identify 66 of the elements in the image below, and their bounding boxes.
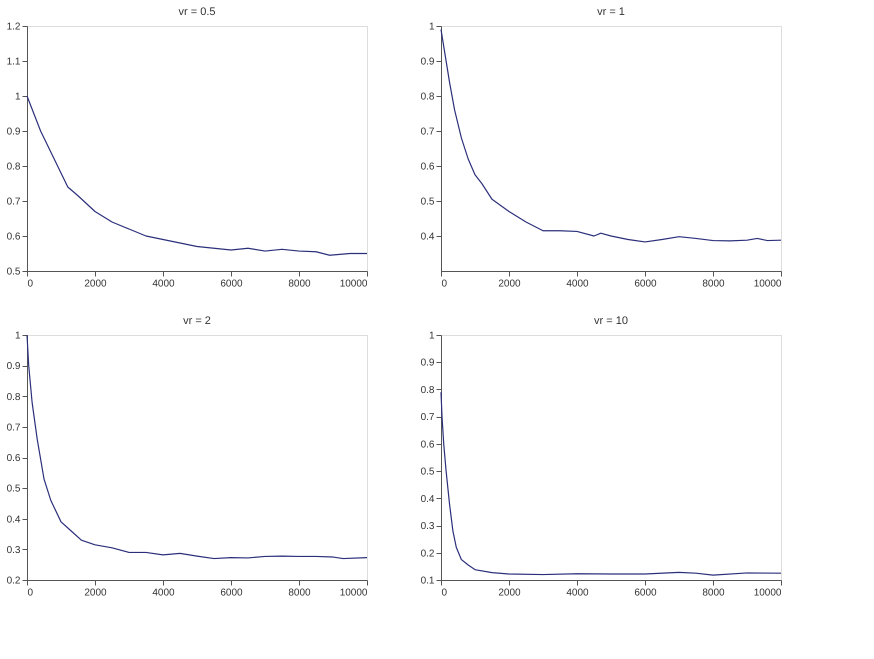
y-tick-label: 1 (14, 92, 21, 102)
x-tick-label: 8000 (702, 588, 726, 598)
x-tick-label: 8000 (288, 588, 312, 598)
x-tick-label: 8000 (288, 278, 312, 290)
x-tick-label: 6000 (220, 278, 244, 290)
y-tick-label: 0.5 (420, 466, 435, 478)
y-tick-label: 0.4 (420, 494, 435, 505)
y-tick-label: 0.6 (420, 162, 435, 172)
x-tick-label: 10000 (340, 588, 368, 598)
chart-title: vr = 2 (183, 315, 211, 327)
y-tick-label: 0.5 (420, 196, 435, 208)
y-tick-label: 0.3 (6, 544, 21, 556)
x-tick-label: 6000 (634, 588, 658, 598)
line-series (26, 334, 368, 560)
x-tick-label: 10000 (754, 588, 782, 598)
x-tick-label: 6000 (220, 588, 244, 598)
y-tick-label: 1.2 (6, 22, 21, 32)
y-tick-label: 0.9 (420, 56, 435, 68)
y-tick-label: 0.6 (6, 232, 21, 242)
y-tick-label: 0.7 (6, 422, 21, 434)
y-tick-label: 0.6 (420, 439, 435, 450)
x-tick-label: 8000 (702, 278, 726, 290)
y-tick-label: 0.8 (420, 384, 435, 396)
chart-title: vr = 10 (594, 315, 628, 327)
x-tick-label: 0 (28, 278, 34, 290)
x-tick-label: 4000 (566, 588, 590, 598)
x-tick-label: 0 (442, 278, 448, 290)
y-tick-label: 1 (428, 22, 435, 32)
x-tick-label: 6000 (634, 278, 658, 290)
y-tick-label: 0.5 (6, 266, 21, 278)
x-tick-label: 2000 (498, 588, 522, 598)
x-tick-label: 10000 (754, 278, 782, 290)
y-tick-label: 0.7 (420, 412, 435, 424)
x-tick-label: 2000 (498, 278, 522, 290)
x-tick-label: 4000 (566, 278, 590, 290)
x-tick-label: 4000 (152, 278, 176, 290)
y-tick-label: 0.7 (6, 196, 21, 208)
line-series (440, 392, 782, 576)
y-tick-label: 0.8 (6, 162, 21, 172)
y-tick-label: 0.3 (420, 521, 435, 532)
y-tick-label: 1.1 (6, 56, 21, 68)
x-tick-label: 2000 (84, 588, 108, 598)
y-tick-label: 0.1 (420, 576, 435, 586)
y-tick-label: 0.9 (6, 126, 21, 138)
y-tick-label: 0.5 (6, 484, 21, 495)
x-tick-label: 2000 (84, 278, 108, 290)
y-tick-label: 1 (428, 330, 435, 342)
y-tick-label: 0.7 (420, 126, 435, 138)
y-tick-label: 0.4 (420, 232, 435, 242)
y-tick-label: 0.8 (420, 92, 435, 102)
x-tick-label: 4000 (152, 588, 176, 598)
line-series (440, 28, 782, 243)
y-tick-label: 0.8 (6, 392, 21, 403)
chart-title: vr = 1 (597, 6, 625, 18)
y-tick-label: 0.9 (6, 361, 21, 372)
y-tick-label: 0.6 (6, 453, 21, 464)
y-tick-label: 0.2 (6, 576, 21, 586)
x-tick-label: 10000 (340, 278, 368, 290)
y-tick-label: 0.2 (420, 548, 435, 560)
x-tick-label: 0 (28, 588, 34, 598)
y-tick-label: 1 (14, 330, 21, 342)
y-tick-label: 0.9 (420, 358, 435, 369)
chart-title: vr = 0.5 (178, 6, 216, 18)
x-tick-label: 0 (442, 588, 448, 598)
y-tick-label: 0.4 (6, 514, 21, 526)
line-series (26, 95, 368, 256)
